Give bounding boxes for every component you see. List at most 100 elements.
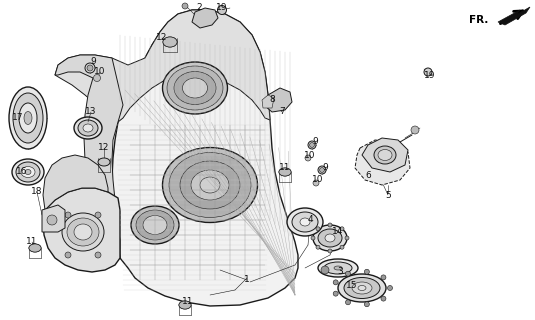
Text: 10: 10 <box>94 68 106 76</box>
Text: FR.: FR. <box>469 15 488 25</box>
Ellipse shape <box>13 93 43 143</box>
Circle shape <box>333 291 338 296</box>
Ellipse shape <box>344 277 380 299</box>
Polygon shape <box>262 95 274 108</box>
Circle shape <box>345 236 349 240</box>
Ellipse shape <box>292 212 318 232</box>
Text: 2: 2 <box>196 4 202 12</box>
Polygon shape <box>498 7 530 25</box>
Circle shape <box>95 212 101 218</box>
Ellipse shape <box>182 78 208 98</box>
Text: 16: 16 <box>16 167 28 177</box>
Circle shape <box>333 280 338 285</box>
Polygon shape <box>42 205 65 232</box>
Polygon shape <box>264 88 292 112</box>
Circle shape <box>316 245 320 249</box>
Ellipse shape <box>318 229 342 247</box>
Circle shape <box>340 245 344 249</box>
Circle shape <box>364 302 369 307</box>
Circle shape <box>87 65 93 71</box>
Ellipse shape <box>334 266 342 270</box>
Polygon shape <box>55 55 123 258</box>
Circle shape <box>94 75 101 82</box>
Ellipse shape <box>287 208 323 236</box>
Ellipse shape <box>83 124 93 132</box>
Ellipse shape <box>300 218 310 226</box>
Ellipse shape <box>179 301 191 309</box>
Text: 14: 14 <box>332 228 343 236</box>
Ellipse shape <box>174 71 216 105</box>
Circle shape <box>318 166 326 174</box>
Circle shape <box>346 300 350 305</box>
Ellipse shape <box>318 259 358 277</box>
Ellipse shape <box>163 62 227 114</box>
Text: 9: 9 <box>322 164 328 172</box>
Ellipse shape <box>325 234 335 242</box>
Circle shape <box>387 285 393 291</box>
Circle shape <box>364 269 369 274</box>
Text: 11: 11 <box>26 237 38 246</box>
Circle shape <box>381 296 386 301</box>
Polygon shape <box>192 8 218 28</box>
Ellipse shape <box>98 158 110 166</box>
Ellipse shape <box>378 149 392 161</box>
Circle shape <box>311 236 315 240</box>
Ellipse shape <box>131 206 179 244</box>
Text: 9: 9 <box>90 58 96 67</box>
Text: 13: 13 <box>85 108 97 116</box>
Circle shape <box>346 271 350 276</box>
Text: 19: 19 <box>424 70 435 79</box>
Ellipse shape <box>143 215 167 235</box>
Ellipse shape <box>21 166 35 178</box>
Ellipse shape <box>9 87 47 149</box>
Circle shape <box>319 168 324 172</box>
Ellipse shape <box>358 285 366 291</box>
Polygon shape <box>55 10 270 122</box>
Circle shape <box>47 215 57 225</box>
Text: 11: 11 <box>182 298 194 307</box>
Ellipse shape <box>324 262 352 274</box>
Ellipse shape <box>12 159 44 185</box>
Text: 8: 8 <box>269 95 275 105</box>
Circle shape <box>182 3 188 9</box>
Ellipse shape <box>163 37 177 47</box>
Text: 10: 10 <box>304 150 316 159</box>
Ellipse shape <box>16 162 40 182</box>
Text: 17: 17 <box>12 114 24 123</box>
Text: 6: 6 <box>365 171 371 180</box>
Ellipse shape <box>163 37 177 47</box>
Circle shape <box>316 227 320 231</box>
Text: 19: 19 <box>216 4 228 12</box>
Ellipse shape <box>24 111 32 124</box>
Circle shape <box>218 5 226 14</box>
Circle shape <box>313 180 319 186</box>
Circle shape <box>95 252 101 258</box>
Text: 7: 7 <box>279 108 285 116</box>
Text: 10: 10 <box>312 175 324 185</box>
Text: 3: 3 <box>337 268 343 276</box>
Ellipse shape <box>62 213 104 251</box>
Circle shape <box>305 155 311 161</box>
Ellipse shape <box>29 244 41 252</box>
Text: 1: 1 <box>244 276 250 284</box>
Text: 5: 5 <box>385 190 391 199</box>
Polygon shape <box>43 155 108 210</box>
Ellipse shape <box>279 168 291 176</box>
Ellipse shape <box>136 210 174 240</box>
Ellipse shape <box>169 153 251 218</box>
Ellipse shape <box>179 301 191 309</box>
Text: 9: 9 <box>312 138 318 147</box>
Circle shape <box>340 227 344 231</box>
Ellipse shape <box>279 168 291 176</box>
Circle shape <box>65 252 71 258</box>
Text: 15: 15 <box>346 281 358 290</box>
Polygon shape <box>43 188 120 272</box>
Ellipse shape <box>352 282 372 294</box>
Ellipse shape <box>74 117 102 139</box>
Circle shape <box>381 275 386 280</box>
Text: 11: 11 <box>279 164 291 172</box>
Ellipse shape <box>338 274 386 302</box>
Ellipse shape <box>191 170 229 200</box>
Ellipse shape <box>78 120 98 136</box>
Ellipse shape <box>374 146 396 164</box>
